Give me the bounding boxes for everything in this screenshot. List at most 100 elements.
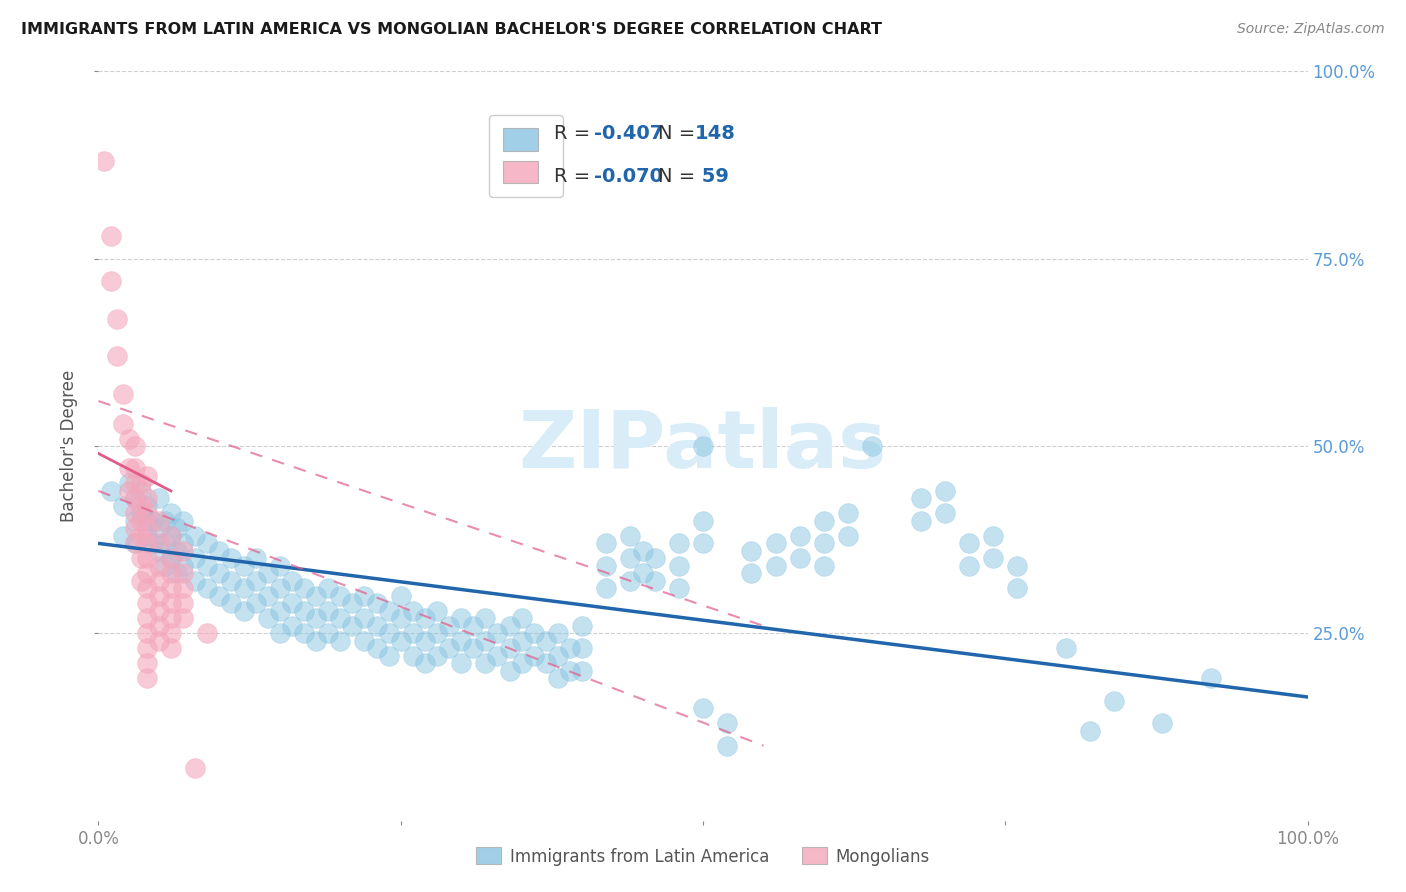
Point <box>245 596 267 610</box>
Point <box>221 551 243 566</box>
Point <box>160 596 183 610</box>
Point <box>124 461 146 475</box>
Point <box>129 574 152 588</box>
Point <box>716 739 738 753</box>
Point <box>316 626 339 640</box>
Point <box>142 514 165 528</box>
Point <box>316 582 339 596</box>
Point <box>571 641 593 656</box>
Point <box>118 476 141 491</box>
Point <box>129 476 152 491</box>
Point <box>437 619 460 633</box>
Point <box>692 536 714 550</box>
Text: -0.070: -0.070 <box>595 167 664 186</box>
Point <box>124 439 146 453</box>
Point <box>160 641 183 656</box>
Text: ZIPatlas: ZIPatlas <box>519 407 887 485</box>
Point <box>256 589 278 603</box>
Point <box>135 499 157 513</box>
Point <box>124 491 146 506</box>
Point <box>342 596 364 610</box>
Point <box>153 558 176 573</box>
Point <box>426 604 449 618</box>
Point <box>160 529 183 543</box>
Point <box>595 558 617 573</box>
Point <box>305 589 328 603</box>
Point <box>692 701 714 715</box>
Point <box>595 536 617 550</box>
Point <box>474 633 496 648</box>
Point <box>668 558 690 573</box>
Point <box>547 626 569 640</box>
Point <box>160 566 183 581</box>
Point <box>124 514 146 528</box>
Point <box>195 582 218 596</box>
Point <box>631 544 654 558</box>
Point <box>160 626 183 640</box>
Point <box>571 619 593 633</box>
Point <box>135 514 157 528</box>
Point <box>148 521 170 535</box>
Point <box>105 349 128 363</box>
Point <box>957 536 980 550</box>
Point <box>269 558 291 573</box>
Point <box>957 558 980 573</box>
Point <box>486 626 509 640</box>
Point <box>413 657 436 671</box>
Point <box>221 596 243 610</box>
Point <box>135 507 157 521</box>
Point <box>100 274 122 288</box>
Point <box>668 582 690 596</box>
Point <box>353 611 375 625</box>
Point <box>510 611 533 625</box>
Point <box>523 648 546 663</box>
Point <box>1102 694 1125 708</box>
Point <box>184 551 207 566</box>
Point <box>195 558 218 573</box>
Point <box>813 514 835 528</box>
Point <box>184 761 207 775</box>
Point <box>195 626 218 640</box>
Point <box>208 544 231 558</box>
Text: N =: N = <box>658 124 702 143</box>
Point <box>245 574 267 588</box>
Text: 148: 148 <box>695 124 735 143</box>
Point <box>813 558 835 573</box>
Point <box>184 529 207 543</box>
Point <box>981 529 1004 543</box>
Point <box>148 491 170 506</box>
Point <box>366 619 388 633</box>
Point <box>450 611 472 625</box>
Y-axis label: Bachelor's Degree: Bachelor's Degree <box>60 370 79 522</box>
Point <box>172 596 194 610</box>
Point <box>281 619 304 633</box>
Point <box>172 514 194 528</box>
Point <box>124 476 146 491</box>
Point <box>153 536 176 550</box>
Point <box>172 544 194 558</box>
Point <box>837 529 859 543</box>
Point <box>93 154 115 169</box>
Point <box>450 657 472 671</box>
Point <box>129 551 152 566</box>
Point <box>377 648 399 663</box>
Point <box>172 582 194 596</box>
Point <box>413 611 436 625</box>
Point <box>118 461 141 475</box>
Point <box>195 536 218 550</box>
Point <box>292 626 315 640</box>
Point <box>172 611 194 625</box>
Point <box>129 507 152 521</box>
Point <box>740 544 762 558</box>
Legend: Immigrants from Latin America, Mongolians: Immigrants from Latin America, Mongolian… <box>470 841 936 872</box>
Point <box>910 491 932 506</box>
Point <box>208 566 231 581</box>
Point <box>631 566 654 581</box>
Point <box>547 671 569 685</box>
Point <box>148 604 170 618</box>
Point <box>148 536 170 550</box>
Point <box>232 582 254 596</box>
Point <box>486 648 509 663</box>
Point <box>463 641 485 656</box>
Point <box>353 633 375 648</box>
